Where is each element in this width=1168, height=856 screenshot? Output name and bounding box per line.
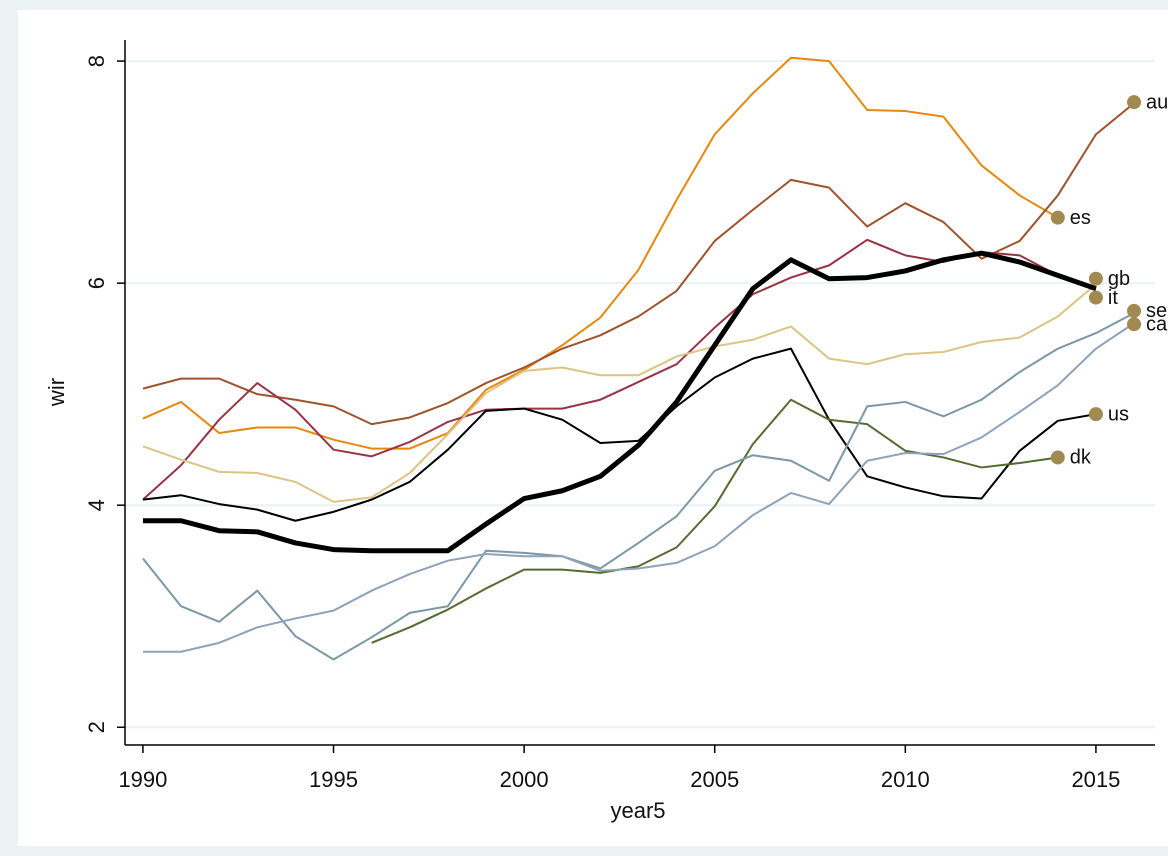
series-line [142, 347, 1097, 522]
y-axis-title: wir [44, 378, 69, 407]
end-marker [1127, 95, 1142, 110]
x-tick-label: 1995 [309, 767, 358, 792]
x-axis-title: year5 [610, 798, 665, 823]
series-label: us [1108, 403, 1129, 425]
x-tick-label: 2015 [1071, 767, 1120, 792]
y-tick-label: 2 [84, 721, 109, 733]
series-line [142, 102, 1135, 426]
end-marker [1050, 450, 1065, 465]
end-marker [1088, 271, 1103, 286]
y-tick-label: 4 [84, 499, 109, 511]
series-label: gb [1108, 268, 1130, 290]
series-line [142, 56, 1059, 450]
series-line [142, 322, 1135, 653]
x-tick-label: 1990 [118, 767, 167, 792]
series-label: ca [1146, 314, 1168, 336]
series-label: it [1108, 287, 1118, 309]
x-tick-label: 2005 [690, 767, 739, 792]
end-marker [1088, 290, 1103, 305]
y-tick-label: 6 [84, 277, 109, 289]
end-marker [1127, 317, 1142, 332]
series-label: es [1070, 207, 1091, 229]
x-tick-label: 2010 [881, 767, 930, 792]
series-line [371, 398, 1058, 644]
series-line [142, 283, 1097, 503]
end-marker [1050, 210, 1065, 225]
series-line [142, 312, 1135, 661]
series-label: au [1146, 91, 1168, 113]
graph-region [18, 10, 1168, 846]
x-tick-label: 2000 [500, 767, 549, 792]
end-marker [1088, 407, 1103, 422]
series-line [142, 250, 1097, 554]
series-label: dk [1070, 447, 1092, 469]
y-tick-label: 8 [84, 55, 109, 67]
end-marker [1127, 303, 1142, 318]
series-label: se [1146, 300, 1167, 322]
